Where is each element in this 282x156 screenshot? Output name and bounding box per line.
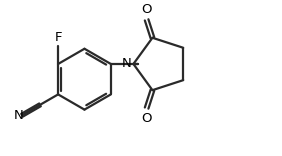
Text: O: O bbox=[141, 3, 151, 16]
Text: N: N bbox=[14, 110, 23, 122]
Text: F: F bbox=[54, 31, 62, 44]
Text: N: N bbox=[122, 57, 132, 71]
Text: O: O bbox=[141, 112, 151, 125]
